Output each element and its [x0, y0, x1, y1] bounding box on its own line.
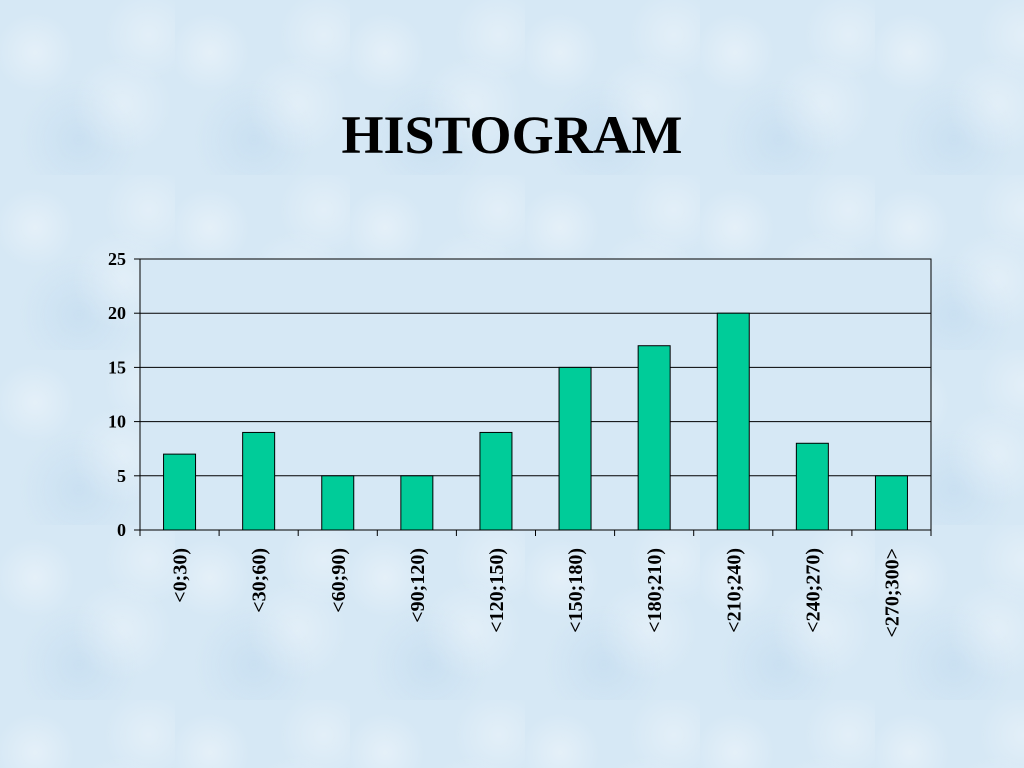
x-tick-label: <150;180)	[565, 548, 587, 633]
x-tick-label: <240;270)	[802, 548, 824, 633]
bar	[479, 431, 513, 531]
x-tick-label: <30;60)	[249, 548, 271, 613]
x-tick-label: <210;240)	[723, 548, 745, 633]
bar	[874, 475, 908, 531]
bar	[163, 453, 197, 531]
x-tick-label: <60;90)	[328, 548, 350, 613]
x-tick-label: <180;210)	[644, 548, 666, 633]
y-tick-label: 20	[108, 303, 126, 323]
bar	[637, 345, 671, 531]
bar	[242, 431, 276, 531]
x-tick-labels: <0;30) <30;60) <60;90) <90;120) <120;150) <15…	[170, 548, 904, 637]
y-tick-label: 15	[108, 357, 126, 377]
y-tick-label: 10	[108, 412, 126, 432]
bar	[321, 475, 355, 531]
x-tick-label: <0;30)	[170, 548, 192, 603]
y-tick-label: 0	[117, 520, 126, 540]
bar	[400, 475, 434, 531]
bar	[716, 312, 750, 531]
x-tick-label: <120;150)	[486, 548, 508, 633]
y-tick-label: 25	[108, 249, 126, 269]
bars	[163, 312, 908, 531]
bar	[795, 442, 829, 531]
x-tick-label: <270;300>	[881, 548, 903, 637]
chart-title: HISTOGRAM	[341, 105, 683, 165]
x-tick-label: <90;120)	[407, 548, 429, 623]
bar	[558, 366, 592, 531]
y-tick-label: 5	[117, 466, 126, 486]
axes	[134, 258, 932, 536]
y-tick-labels: 0 5 10 15 20 25	[108, 249, 126, 540]
